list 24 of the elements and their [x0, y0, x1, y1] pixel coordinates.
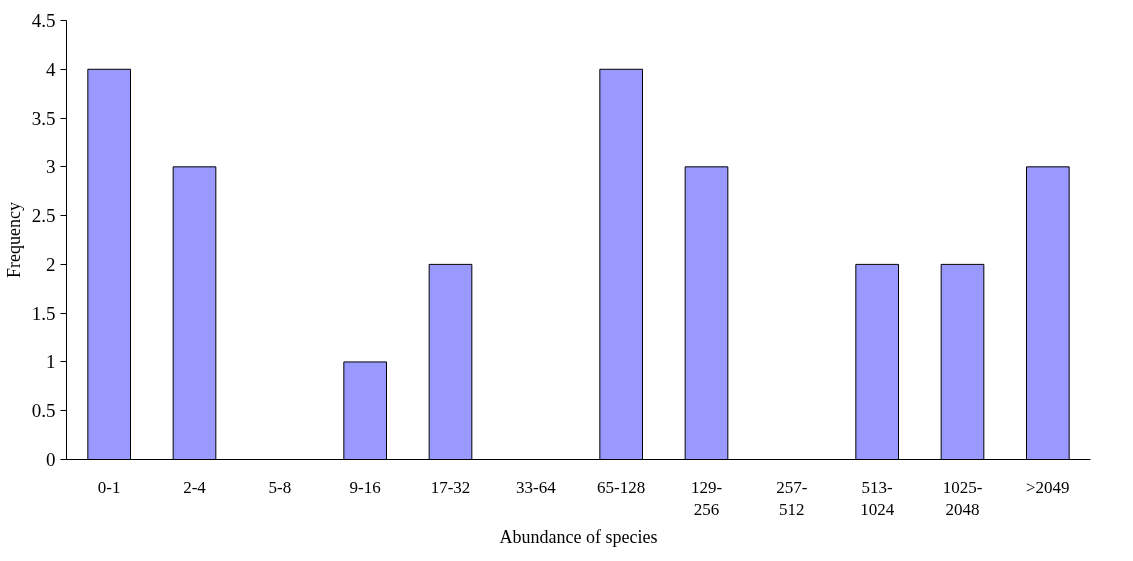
y-tick-label: 0	[46, 449, 56, 470]
x-tick-label: 2-4	[183, 477, 207, 497]
x-tick-label: 17-32	[430, 477, 471, 497]
x-tick-label: 0-1	[97, 477, 121, 497]
x-axis-title: Abundance of species	[499, 527, 658, 548]
y-tick-label: 3	[46, 156, 56, 178]
x-tick-label: >2049	[1026, 477, 1070, 497]
y-axis-title: Frequency	[3, 202, 24, 278]
x-tick-label: 1025-2048	[942, 477, 983, 520]
y-tick-label: 1.5	[31, 302, 56, 324]
y-tick-label: 0.5	[31, 400, 56, 422]
x-tick-label: 513-1024	[860, 477, 895, 520]
y-tick-label: 1	[46, 351, 56, 373]
x-tick-label: 129-256	[690, 477, 723, 520]
y-tick-label: 4	[46, 58, 56, 80]
x-tick-label: 5-8	[268, 477, 292, 497]
y-tick-label: 3.5	[31, 107, 56, 129]
x-tick-label: 33-64	[516, 477, 557, 497]
y-tick-label: 2.5	[31, 205, 56, 227]
y-tick-label: 2	[46, 253, 56, 275]
x-tick-label: 65-128	[597, 477, 646, 497]
x-tick-label: 9-16	[349, 477, 381, 497]
x-tick-label: 257-512	[776, 477, 808, 520]
y-tick-label: 4.5	[31, 10, 56, 31]
